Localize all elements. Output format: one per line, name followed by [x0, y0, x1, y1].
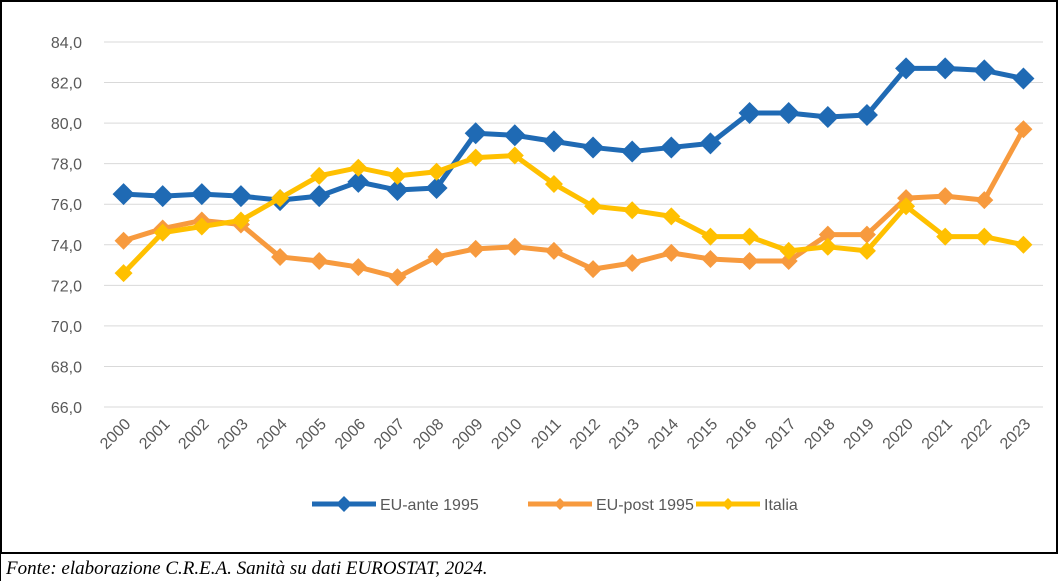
data-point — [112, 183, 135, 206]
data-point — [975, 191, 994, 210]
y-tick-label: 72,0 — [51, 278, 82, 295]
data-point — [229, 185, 252, 208]
data-point — [973, 59, 996, 82]
data-point — [310, 166, 329, 185]
legend-label: Italia — [764, 497, 798, 514]
data-point — [701, 227, 720, 246]
data-point — [466, 239, 485, 258]
data-point — [584, 197, 603, 216]
data-point — [114, 264, 133, 283]
data-point — [740, 252, 759, 270]
data-point — [466, 148, 485, 167]
y-tick-label: 82,0 — [51, 76, 82, 93]
data-point — [701, 249, 720, 268]
data-point — [388, 166, 407, 185]
data-point — [895, 57, 918, 80]
legend-item: EU-post 1995 — [528, 497, 694, 514]
legend-marker — [554, 498, 566, 510]
y-tick-label: 74,0 — [51, 238, 82, 255]
legend-marker — [336, 496, 352, 512]
data-point — [427, 162, 446, 181]
data-point — [505, 146, 524, 165]
data-point — [934, 57, 957, 80]
data-point — [542, 130, 565, 153]
data-point — [544, 241, 563, 260]
data-point — [464, 122, 487, 145]
data-point — [855, 104, 878, 126]
chart-border — [0, 0, 1058, 554]
data-point — [660, 136, 683, 159]
data-point — [505, 237, 524, 256]
data-point — [153, 223, 172, 242]
data-point — [738, 101, 761, 124]
series-line — [121, 153, 1024, 275]
data-point — [857, 241, 876, 260]
data-point — [699, 132, 722, 155]
data-point — [192, 217, 211, 236]
data-point — [231, 211, 250, 230]
y-tick-label: 66,0 — [51, 400, 82, 417]
data-point — [897, 197, 916, 216]
data-point — [623, 201, 642, 220]
y-tick-label: 68,0 — [51, 359, 82, 376]
legend-item: Italia — [696, 497, 798, 514]
data-point — [349, 258, 368, 277]
data-point — [662, 207, 681, 226]
data-point — [1014, 120, 1033, 139]
data-point — [347, 170, 370, 193]
data-point — [349, 158, 368, 177]
legend-label: EU-post 1995 — [596, 497, 694, 514]
data-point — [114, 231, 133, 250]
legend-marker — [722, 498, 734, 510]
data-point — [740, 227, 759, 246]
data-point — [310, 252, 329, 270]
data-point — [623, 254, 642, 273]
data-point — [779, 252, 798, 270]
data-point — [427, 247, 446, 266]
data-point — [936, 187, 955, 206]
y-tick-label: 84,0 — [51, 35, 82, 52]
legend-item: EU-ante 1995 — [312, 496, 479, 514]
series-line — [122, 127, 1026, 280]
y-tick-label: 76,0 — [51, 197, 82, 214]
data-point — [425, 177, 448, 199]
data-point — [503, 124, 526, 147]
data-point — [936, 227, 955, 246]
data-point — [271, 247, 290, 266]
data-point — [544, 174, 563, 193]
data-point — [1014, 235, 1033, 254]
data-point — [816, 106, 839, 129]
y-tick-label: 80,0 — [51, 116, 82, 133]
data-point — [857, 225, 876, 244]
data-point — [271, 189, 290, 208]
y-tick-label: 78,0 — [51, 157, 82, 174]
data-point — [662, 243, 681, 262]
data-point — [151, 185, 174, 208]
data-point — [1012, 67, 1035, 90]
data-point — [584, 260, 603, 279]
data-point — [777, 101, 800, 124]
data-point — [190, 183, 213, 206]
data-point — [386, 179, 409, 202]
y-tick-label: 70,0 — [51, 319, 82, 336]
caption: Fonte: elaborazione C.R.E.A. Sanità su d… — [5, 558, 487, 579]
data-point — [818, 225, 837, 244]
data-point — [388, 268, 407, 287]
legend-label: EU-ante 1995 — [380, 497, 479, 514]
data-point — [779, 241, 798, 260]
data-point — [975, 227, 994, 246]
data-point — [582, 136, 605, 159]
data-point — [621, 140, 644, 163]
data-point — [818, 237, 837, 256]
data-point — [308, 185, 331, 208]
